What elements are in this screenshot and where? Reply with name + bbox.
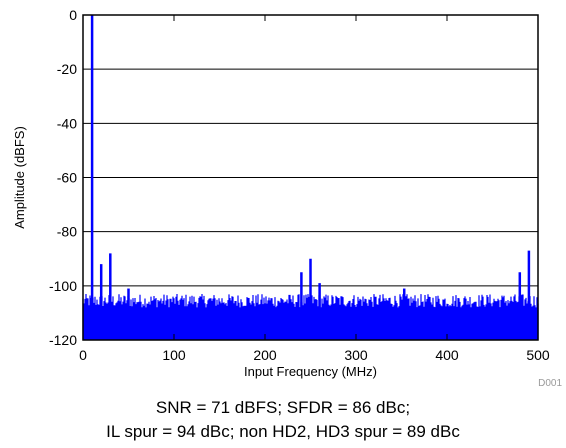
x-axis-ticks: 0 100 200 300 400 500 — [79, 15, 550, 363]
y-tick-label: -40 — [57, 115, 77, 131]
y-tick-label: -80 — [57, 224, 77, 240]
x-tick-label: 500 — [526, 347, 550, 363]
plot-frame — [82, 14, 539, 341]
y-axis-label: Amplitude (dBFS) — [12, 126, 27, 229]
caption-line-2: IL spur = 94 dBc; non HD2, HD3 spur = 89… — [106, 422, 460, 441]
x-tick-label: 100 — [162, 347, 186, 363]
x-axis-label: Input Frequency (MHz) — [244, 364, 377, 379]
figure-id: D001 — [538, 378, 562, 389]
caption-line-1: SNR = 71 dBFS; SFDR = 86 dBc; — [155, 398, 411, 417]
x-tick-label: 400 — [435, 347, 459, 363]
y-tick-label: -100 — [49, 278, 77, 294]
y-tick-label: -60 — [57, 170, 77, 186]
y-tick-label: 0 — [69, 7, 77, 23]
y-axis-ticks: 0 -20 -40 -60 -80 -100 -120 — [49, 7, 77, 348]
x-tick-label: 300 — [344, 347, 368, 363]
y-tick-label: -120 — [49, 332, 77, 348]
grid-lines — [83, 68, 538, 287]
x-tick-label: 200 — [253, 347, 277, 363]
y-tick-label: -20 — [57, 61, 77, 77]
x-tick-label: 0 — [79, 347, 87, 363]
